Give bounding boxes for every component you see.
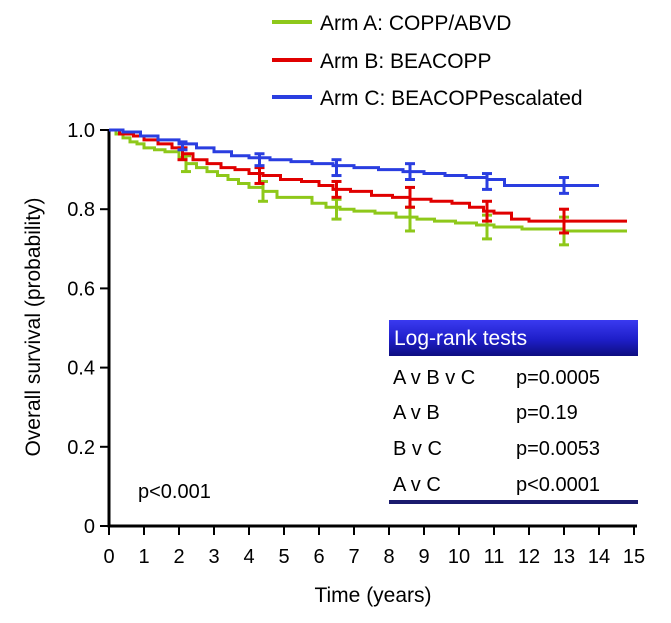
legend-item-arm-a: Arm A: COPP/ABVD bbox=[272, 12, 511, 35]
x-tick-label: 2 bbox=[173, 546, 184, 568]
table-comparison: A v B v C bbox=[393, 367, 475, 389]
legend-label-arm-b: Arm B: BEACOPP bbox=[320, 50, 492, 73]
x-tick-label: 13 bbox=[553, 546, 575, 568]
table-p-value: p=0.0053 bbox=[516, 438, 600, 460]
x-tick-label: 8 bbox=[383, 546, 394, 568]
y-tick-label: 0.8 bbox=[67, 199, 95, 221]
y-tick-label: 0.6 bbox=[67, 278, 95, 300]
y-tick-label: 1.0 bbox=[67, 120, 95, 142]
p-value-annotation: p<0.001 bbox=[138, 481, 211, 503]
table-comparison: A v B bbox=[393, 402, 440, 424]
x-axis-title: Time (years) bbox=[314, 584, 431, 607]
table-comparison: A v C bbox=[393, 474, 441, 496]
series-line-arm-b bbox=[109, 128, 627, 223]
x-tick-label: 6 bbox=[313, 546, 324, 568]
x-tick-label: 15 bbox=[623, 546, 645, 568]
legend-item-arm-c: Arm C: BEACOPPescalated bbox=[272, 87, 583, 110]
y-tick-label: 0.2 bbox=[67, 437, 95, 459]
log-rank-table: Log-rank tests A v B v C p=0.0005 A v B … bbox=[389, 320, 638, 504]
x-tick-label: 11 bbox=[484, 546, 505, 568]
table-p-value: p=0.19 bbox=[516, 402, 578, 424]
y-tick-label: 0 bbox=[84, 516, 95, 538]
legend-item-arm-b: Arm B: BEACOPP bbox=[272, 50, 492, 73]
table-row: A v B v C p=0.0005 bbox=[393, 367, 600, 389]
x-tick-label: 10 bbox=[448, 546, 470, 568]
x-tick-label: 4 bbox=[243, 546, 254, 568]
x-tick-label: 1 bbox=[138, 546, 149, 568]
table-row: B v C p=0.0053 bbox=[393, 438, 600, 460]
table-row: A v B p=0.19 bbox=[393, 402, 578, 424]
plot-area bbox=[109, 128, 627, 247]
x-tick-label: 3 bbox=[208, 546, 219, 568]
table-header-bar bbox=[389, 320, 638, 356]
x-tick-label: 5 bbox=[278, 546, 289, 568]
axes: 0 1 2 3 4 5 6 7 8 9 10 11 12 13 14 15 00.20.40.60.81.0 … bbox=[22, 120, 645, 607]
legend: Arm A: COPP/ABVD Arm B: BEACOPP Arm C: B… bbox=[272, 12, 583, 110]
y-tick-label: 0.4 bbox=[67, 358, 95, 380]
y-axis-title: Overall survival (probability) bbox=[22, 197, 45, 456]
y-axis-ticks: 0 0.2 0.4 0.6 0.8 1.0 bbox=[67, 120, 109, 538]
x-tick-label: 14 bbox=[588, 546, 610, 568]
x-tick-label: 12 bbox=[518, 546, 540, 568]
legend-label-arm-c: Arm C: BEACOPPescalated bbox=[320, 87, 583, 110]
x-axis-ticks: 0 1 2 3 4 5 6 7 8 9 10 11 12 13 14 15 bbox=[103, 526, 645, 568]
table-title: Log-rank tests bbox=[394, 327, 527, 350]
x-tick-label: 9 bbox=[418, 546, 429, 568]
table-row: A v C p<0.0001 bbox=[393, 474, 600, 496]
table-p-value: p<0.0001 bbox=[516, 474, 600, 496]
legend-label-arm-a: Arm A: COPP/ABVD bbox=[320, 12, 511, 35]
x-tick-label: 7 bbox=[348, 546, 359, 568]
table-p-value: p=0.0005 bbox=[516, 367, 600, 389]
table-comparison: B v C bbox=[393, 438, 442, 460]
x-tick-label: 0 bbox=[103, 546, 114, 568]
